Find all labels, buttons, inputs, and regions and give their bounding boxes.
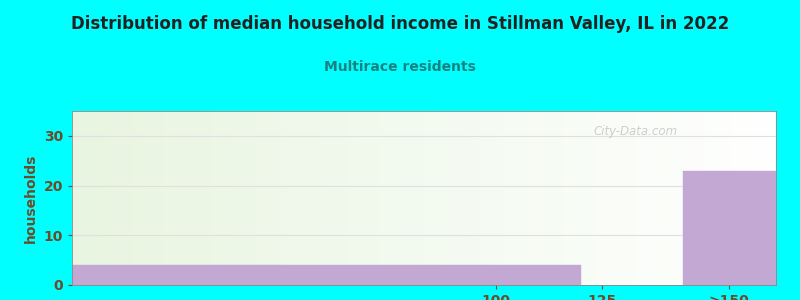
Text: Distribution of median household income in Stillman Valley, IL in 2022: Distribution of median household income … [71, 15, 729, 33]
Y-axis label: households: households [24, 153, 38, 243]
Text: City-Data.com: City-Data.com [593, 125, 678, 138]
Text: Multirace residents: Multirace residents [324, 60, 476, 74]
Bar [72, 265, 581, 285]
Bar [682, 171, 776, 285]
